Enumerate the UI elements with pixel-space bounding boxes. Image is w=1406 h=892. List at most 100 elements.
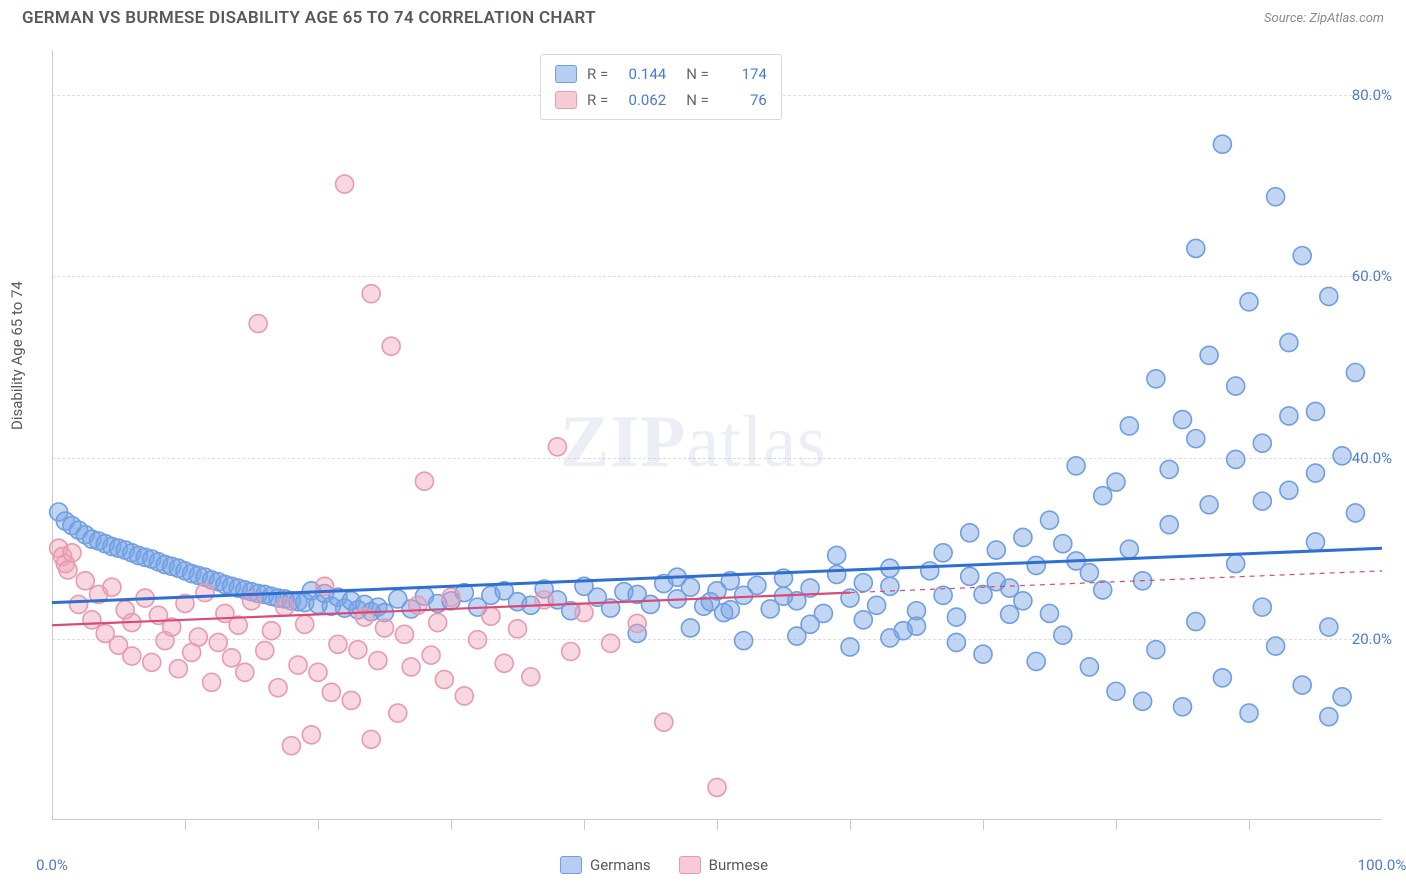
data-point-germans (841, 638, 859, 656)
data-point-burmese (455, 687, 473, 705)
data-point-germans (1094, 581, 1112, 599)
data-point-germans (748, 576, 766, 594)
data-point-burmese (356, 608, 374, 626)
data-point-germans (1213, 669, 1231, 687)
data-point-germans (881, 577, 899, 595)
data-point-burmese (223, 649, 241, 667)
data-point-burmese (349, 641, 367, 659)
data-point-burmese (395, 625, 413, 643)
x-tick: 0.0% (36, 856, 68, 874)
data-point-germans (642, 595, 660, 613)
data-point-burmese (269, 679, 287, 697)
chart-title: GERMAN VS BURMESE DISABILITY AGE 65 TO 7… (22, 8, 596, 28)
data-point-burmese (376, 619, 394, 637)
legend-row: R =0.062N =76 (555, 87, 767, 113)
data-point-burmese (342, 691, 360, 709)
data-point-burmese (548, 438, 566, 456)
data-point-germans (1320, 618, 1338, 636)
legend-swatch (679, 856, 701, 874)
x-minor-tick (185, 820, 186, 830)
data-point-burmese (189, 628, 207, 646)
data-point-germans (1280, 334, 1298, 352)
data-point-burmese (262, 622, 280, 640)
data-point-germans (1147, 641, 1165, 659)
data-point-burmese (289, 656, 307, 674)
data-point-burmese (389, 704, 407, 722)
data-point-germans (1054, 626, 1072, 644)
data-point-germans (1187, 430, 1205, 448)
data-point-germans (1200, 346, 1218, 364)
data-point-germans (828, 566, 846, 584)
data-point-burmese (103, 578, 121, 596)
data-point-germans (1320, 708, 1338, 726)
data-point-germans (1333, 688, 1351, 706)
data-point-germans (1027, 556, 1045, 574)
data-point-germans (1174, 411, 1192, 429)
legend-r-value: 0.062 (618, 91, 666, 109)
data-point-germans (1293, 247, 1311, 265)
data-point-germans (828, 546, 846, 564)
data-point-burmese (236, 663, 254, 681)
data-point-germans (801, 615, 819, 633)
data-point-burmese (708, 778, 726, 796)
data-point-burmese (83, 611, 101, 629)
data-point-burmese (602, 634, 620, 652)
legend-row: R =0.144N =174 (555, 61, 767, 87)
x-tick: 100.0% (1358, 856, 1406, 874)
data-point-burmese (63, 544, 81, 562)
data-point-burmese (509, 620, 527, 638)
data-point-germans (1080, 564, 1098, 582)
data-point-germans (1227, 377, 1245, 395)
x-minor-tick (850, 820, 851, 830)
data-point-burmese (362, 730, 380, 748)
data-point-germans (1134, 692, 1152, 710)
data-point-germans (947, 633, 965, 651)
data-point-germans (841, 589, 859, 607)
y-tick: 20.0% (1352, 630, 1392, 648)
data-point-burmese (76, 572, 94, 590)
data-point-burmese (442, 588, 460, 606)
data-point-germans (1041, 511, 1059, 529)
data-point-germans (921, 562, 939, 580)
data-point-germans (1120, 540, 1138, 558)
chart-source: Source: ZipAtlas.com (1264, 11, 1384, 26)
data-point-germans (961, 524, 979, 542)
legend-correlation: R =0.144N =174R =0.062N =76 (540, 54, 782, 120)
y-axis-label: Disability Age 65 to 74 (8, 281, 26, 430)
data-point-germans (735, 632, 753, 650)
data-point-burmese (429, 614, 447, 632)
data-point-germans (974, 645, 992, 663)
data-point-germans (854, 611, 872, 629)
data-point-germans (1001, 605, 1019, 623)
data-point-burmese (276, 598, 294, 616)
legend-r-label: R = (587, 65, 608, 83)
data-point-germans (1293, 676, 1311, 694)
data-point-germans (947, 608, 965, 626)
data-point-germans (1267, 188, 1285, 206)
data-point-germans (1187, 239, 1205, 257)
chart-header: GERMAN VS BURMESE DISABILITY AGE 65 TO 7… (0, 0, 1406, 34)
data-point-germans (1307, 533, 1325, 551)
data-point-germans (1267, 637, 1285, 655)
data-point-burmese (435, 671, 453, 689)
data-point-germans (1346, 363, 1364, 381)
data-point-germans (987, 541, 1005, 559)
data-point-burmese (249, 315, 267, 333)
data-point-germans (1307, 402, 1325, 420)
data-point-germans (1041, 604, 1059, 622)
data-point-germans (1014, 592, 1032, 610)
data-point-germans (1253, 434, 1271, 452)
y-tick: 40.0% (1352, 449, 1392, 467)
data-point-germans (1320, 287, 1338, 305)
scatter-plot (52, 50, 1382, 820)
data-point-burmese (59, 561, 77, 579)
data-point-germans (1240, 704, 1258, 722)
data-point-burmese (123, 647, 141, 665)
y-tick: 60.0% (1352, 267, 1392, 285)
data-point-germans (1213, 135, 1231, 153)
data-point-burmese (169, 660, 187, 678)
data-point-burmese (196, 584, 214, 602)
data-point-burmese (482, 607, 500, 625)
legend-item: Burmese (679, 856, 769, 874)
data-point-germans (1187, 613, 1205, 631)
